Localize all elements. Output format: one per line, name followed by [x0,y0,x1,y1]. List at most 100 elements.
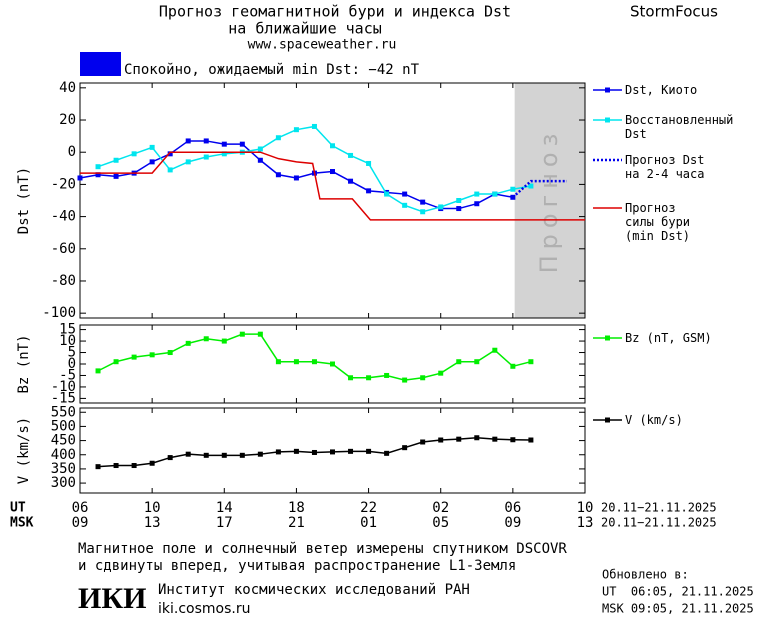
legend-label: Dst, Киото [625,83,698,97]
data-point [275,359,281,365]
data-point [203,138,209,144]
legend-marker [605,117,610,123]
data-point [221,452,227,458]
data-point [113,157,119,163]
data-point [185,340,191,346]
x-tick-label: 09 [72,515,89,531]
data-point [420,209,426,215]
y-tick-label: -5 [59,367,76,383]
legend-label: V (km/s) [625,413,683,427]
title: Прогноз геомагнитной бури и индекса Dst [159,3,511,21]
x-tick-label: 13 [577,515,594,531]
data-point [131,151,137,157]
y-tick-label: 550 [51,404,76,420]
y-tick-label: -80 [51,273,76,289]
data-point [131,354,137,360]
institute: Институт космических исследований РАН [158,582,470,598]
data-point [257,146,263,152]
data-point [185,451,191,457]
data-point [311,123,317,129]
plot-frame [79,82,586,319]
note: Магнитное поле и солнечный ветер измерен… [78,541,567,557]
legend-marker [605,87,610,93]
y-tick-label: 5 [68,345,76,361]
data-point [113,173,119,179]
data-point [456,206,462,212]
data-point [402,191,408,197]
data-point [474,435,480,441]
data-point [528,183,534,189]
x-tick-label: 06 [72,500,89,516]
data-point [456,198,462,203]
data-point [239,141,245,147]
data-point [257,451,263,457]
data-point [510,437,516,443]
data-point [330,361,335,367]
brand: StormFocus [630,3,718,21]
x-tick-label: 02 [432,500,449,516]
data-point [203,452,209,458]
data-point [420,199,426,205]
data-point [474,191,480,197]
data-point [95,172,101,178]
data-point [384,191,390,197]
y-tick-label: 500 [51,418,76,434]
data-point [510,186,516,192]
data-point [474,359,480,365]
url: www.spaceweather.ru [248,38,397,53]
data-point [257,331,263,337]
x-tick-label: 22 [360,500,377,516]
data-point [221,338,227,344]
forecast-region [514,83,585,318]
legend-label: Bz (nT, GSM) [625,331,712,345]
legend-marker [605,335,610,341]
updated-msk: MSK 09:05, 21.11.2025 [602,602,754,616]
data-point [113,359,119,365]
data-point [366,375,372,381]
data-point [438,204,444,210]
date-range: 20.11−21.11.2025 [601,501,717,515]
y-tick-label: 300 [51,475,76,491]
y-tick-label: 0 [68,356,76,372]
data-point [348,178,354,184]
data-point [95,368,101,374]
data-point [330,449,335,455]
institute-url: iki.cosmos.ru [158,601,250,617]
x-tick-label: 18 [288,500,305,516]
data-point [438,370,444,376]
data-point [420,375,426,381]
series-line [80,151,585,221]
data-point [203,336,209,342]
data-point [293,175,299,181]
data-point [185,138,191,144]
y-tick-label: -10 [51,379,76,395]
data-point [95,164,101,170]
y-tick-label: 350 [51,461,76,477]
series-line [79,140,513,210]
data-point [293,448,299,454]
x-tick-label: 17 [216,515,233,531]
series-line [512,179,567,199]
data-point [95,464,101,470]
y-tick-label: -20 [51,176,76,192]
x-tick-label: 21 [288,515,305,531]
data-point [185,159,191,165]
data-point [275,172,281,178]
x-row-label: UT [10,501,26,516]
plot-frame [79,407,586,494]
data-point [167,455,173,461]
y-tick-label: 40 [59,80,76,96]
x-tick-label: 13 [144,515,161,531]
legend-marker [605,417,610,423]
data-point [293,127,299,133]
data-point [149,460,155,466]
date-range: 20.11−21.11.2025 [601,516,717,530]
data-point [330,169,335,175]
data-point [275,135,281,141]
data-point [311,449,317,455]
legend-label: Прогноз Dst на 2-4 часа [625,153,705,181]
data-point [402,202,408,208]
y-axis-label: Bz (nT) [16,334,32,393]
data-point [275,449,281,455]
data-point [384,450,390,456]
